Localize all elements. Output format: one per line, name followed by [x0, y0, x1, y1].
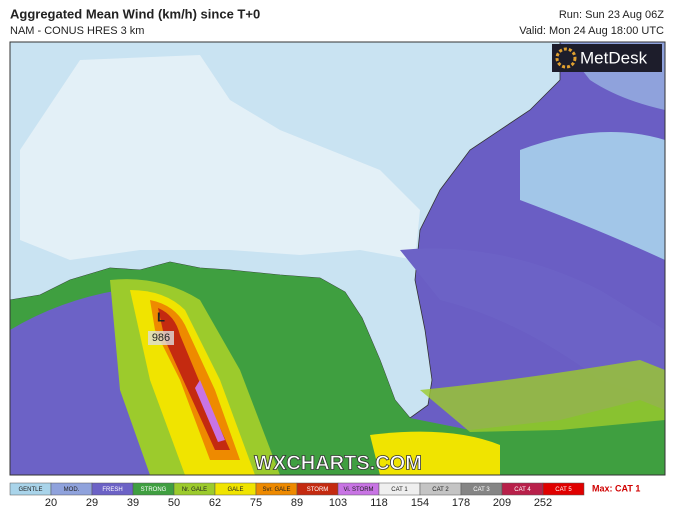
legend-threshold: 29 — [86, 497, 98, 509]
logo: MetDesk — [580, 48, 648, 67]
subtitle: NAM - CONUS HRES 3 km — [10, 25, 144, 37]
legend-threshold: 89 — [291, 497, 303, 509]
valid-time: Valid: Mon 24 Aug 18:00 UTC — [519, 25, 664, 37]
legend-category: MOD. — [64, 487, 80, 493]
legend-max: Max: CAT 1 — [592, 483, 640, 493]
run-time: Run: Sun 23 Aug 06Z — [559, 9, 664, 21]
logo-icon — [555, 47, 577, 69]
legend-threshold: 118 — [370, 497, 388, 509]
map-frame — [9, 41, 666, 476]
pressure-label: 986 — [152, 332, 170, 344]
title: Aggregated Mean Wind (km/h) since T+0 — [10, 6, 260, 21]
legend-threshold: 20 — [45, 497, 57, 509]
legend-swatch — [542, 482, 585, 496]
band-neargale-east — [420, 360, 665, 432]
legend-category: GENTLE — [18, 487, 42, 493]
legend-category: FRESH — [102, 487, 122, 493]
atlantic-fresh — [400, 248, 665, 400]
legend-category: GALE — [227, 487, 243, 493]
legend-threshold: 103 — [329, 497, 347, 509]
legend-category: CAT 2 — [432, 487, 449, 493]
legend-category: STORM — [307, 487, 329, 493]
atlantic-calm — [520, 132, 665, 260]
low-symbol: L — [157, 309, 165, 324]
band-violent — [195, 380, 225, 442]
land-light — [20, 55, 420, 260]
legend-category: CAT 5 — [555, 487, 572, 493]
legend-threshold: 75 — [250, 497, 262, 509]
legend-threshold: 178 — [452, 497, 470, 509]
legend-category: CAT 3 — [473, 487, 490, 493]
legend-threshold: 50 — [168, 497, 180, 509]
legend-threshold: 252 — [534, 497, 552, 509]
map — [10, 42, 665, 475]
band-gale-south — [370, 431, 500, 475]
legend-category: Nr. GALE — [182, 487, 207, 493]
legend-category: CAT 1 — [391, 487, 408, 493]
legend-threshold: 209 — [493, 497, 511, 509]
legend-category: Vi. STORM — [343, 487, 373, 493]
legend-threshold: 62 — [209, 497, 221, 509]
watermark: WXCHARTS.COM — [254, 452, 422, 474]
legend-threshold: 39 — [127, 497, 139, 509]
legend: GENTLE MOD. FRESH STRONG Nr. GALE GALE Svr. GA… — [9, 482, 585, 509]
legend-category: CAT 4 — [514, 487, 531, 493]
legend-threshold: 154 — [411, 497, 429, 509]
legend-category: STRONG — [141, 487, 167, 493]
pressure-box — [148, 331, 174, 345]
legend-category: Svr. GALE — [262, 487, 290, 493]
